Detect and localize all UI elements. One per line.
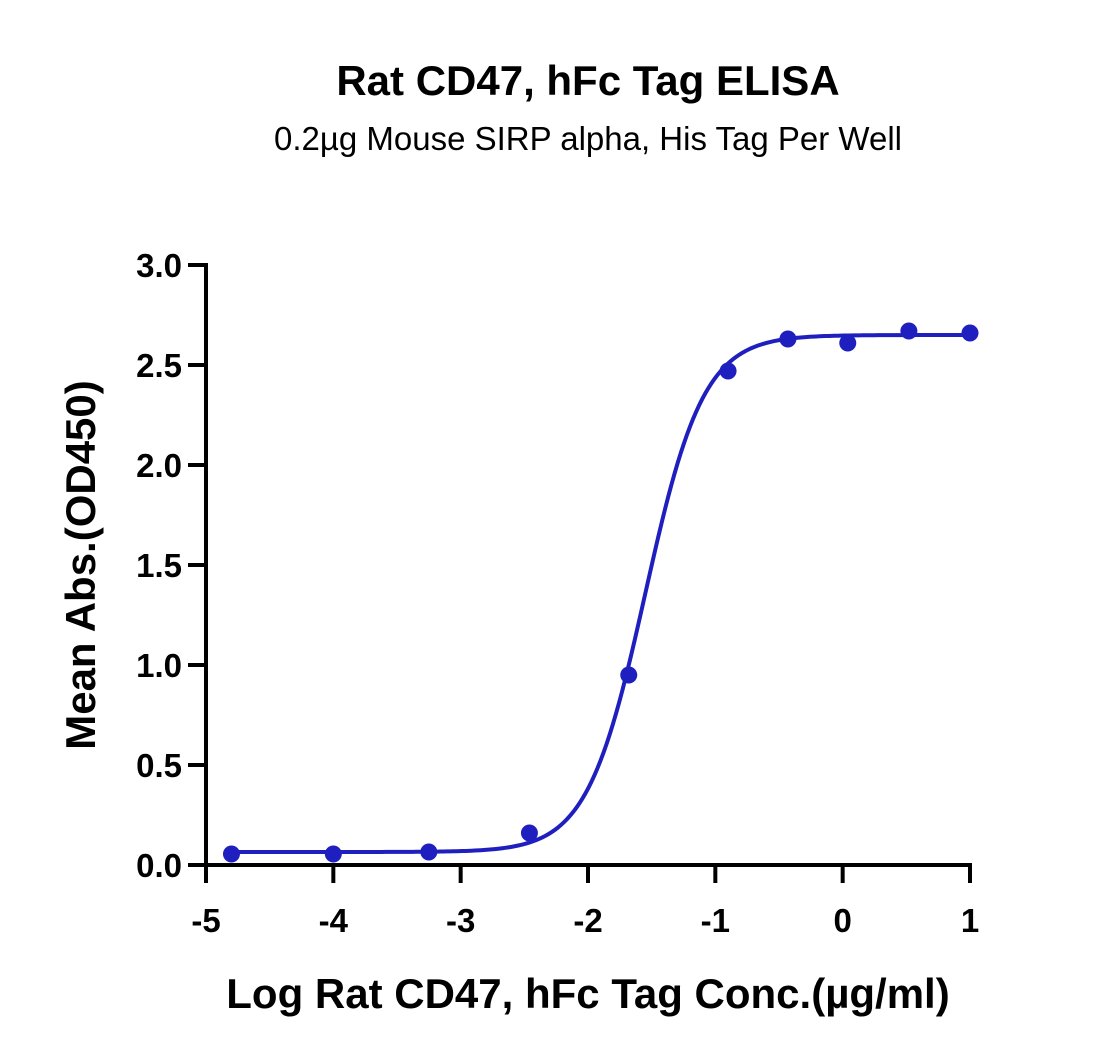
x-tick-label: -3 [446,902,475,939]
data-point [839,334,857,352]
data-point [719,362,737,380]
y-tick-label: 3.0 [136,247,182,284]
fit-curve [231,333,970,854]
x-tick-label: -2 [573,902,602,939]
x-tick-label: -5 [191,902,220,939]
data-point [961,324,979,342]
y-axis: 0.0 0.5 1.0 1.5 2.0 2.5 3.0 [136,247,208,884]
y-tick-label: 2.0 [136,447,182,484]
chart-subtitle: 0.2µg Mouse SIRP alpha, His Tag Per Well [274,120,902,157]
data-point [900,322,918,340]
x-tick-label: 0 [833,902,851,939]
data-point [420,843,438,861]
x-tick-label: 1 [961,902,979,939]
y-tick-label: 2.5 [136,347,182,384]
y-tick-label: 1.0 [136,647,182,684]
x-axis-label: Log Rat CD47, hFc Tag Conc.(µg/ml) [226,970,949,1017]
data-point [620,666,638,684]
data-point [222,845,240,863]
y-axis-label: Mean Abs.(OD450) [57,380,104,750]
chart-title: Rat CD47, hFc Tag ELISA [336,57,839,104]
y-tick-label: 0.5 [136,747,182,784]
y-tick-label: 1.5 [136,547,182,584]
data-point [520,824,538,842]
plot-area [222,322,979,863]
x-axis: -5 -4 -3 -2 -1 0 1 [191,863,979,939]
x-tick-label: -1 [701,902,730,939]
y-tick-label: 0.0 [136,847,182,884]
data-point [324,845,342,863]
x-tick-label: -4 [319,902,349,939]
data-point [779,330,797,348]
